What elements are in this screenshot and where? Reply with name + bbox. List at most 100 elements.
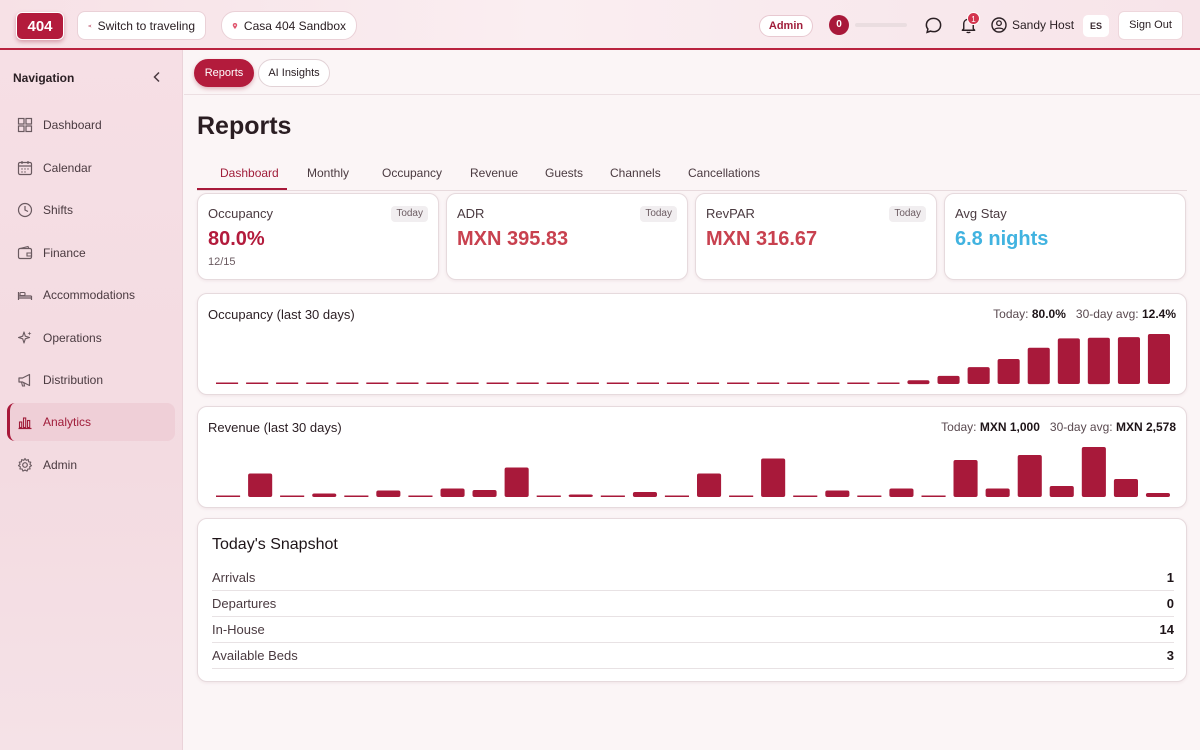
chart-bar[interactable] xyxy=(727,382,750,385)
snapshot-value: 0 xyxy=(1166,596,1174,611)
chart-bar[interactable] xyxy=(576,382,599,385)
chart-bar[interactable] xyxy=(761,458,786,498)
sidebar-item-label: Finance xyxy=(43,246,86,260)
chart-bar[interactable] xyxy=(1147,334,1170,384)
sidebar-item-dashboard[interactable]: Dashboard xyxy=(7,106,175,144)
chart-bar[interactable] xyxy=(1117,337,1140,384)
chart-bar[interactable] xyxy=(344,495,369,498)
chart-bar[interactable] xyxy=(536,495,561,498)
chart-bar[interactable] xyxy=(600,495,625,498)
chart-bar[interactable] xyxy=(889,488,914,498)
chart-bar[interactable] xyxy=(697,473,722,498)
property-selector[interactable]: Casa 404 Sandbox xyxy=(221,11,357,40)
chart-bar[interactable] xyxy=(1057,338,1080,384)
tab-cancellations[interactable]: Cancellations xyxy=(688,166,761,180)
chart-bar[interactable] xyxy=(967,367,990,384)
chart-bar[interactable] xyxy=(666,382,689,385)
chevron-left-icon[interactable] xyxy=(151,71,163,83)
chart-bar[interactable] xyxy=(396,382,419,385)
chart-bar[interactable] xyxy=(664,495,689,498)
chart-bar[interactable] xyxy=(568,494,593,498)
user-icon[interactable] xyxy=(991,17,1007,33)
tab-occupancy[interactable]: Occupancy xyxy=(382,166,443,180)
tab-ai-insights[interactable]: AI Insights xyxy=(258,59,330,87)
chart-bar[interactable] xyxy=(1081,447,1106,497)
sidebar-item-shifts[interactable]: Shifts xyxy=(7,191,175,229)
chart-bar[interactable] xyxy=(546,382,569,385)
chart-bar[interactable] xyxy=(306,382,329,385)
sign-out-button[interactable]: Sign Out xyxy=(1118,11,1183,40)
chart-bar[interactable] xyxy=(440,488,465,498)
kpi-subtext: 12/15 xyxy=(208,256,236,268)
chart-bar[interactable] xyxy=(408,495,433,498)
switch-to-traveling-button[interactable]: Switch to traveling xyxy=(77,11,206,40)
chart-bar[interactable] xyxy=(825,490,850,498)
chart-bar[interactable] xyxy=(1017,455,1042,497)
tab-guests[interactable]: Guests xyxy=(545,166,584,180)
chart-bar[interactable] xyxy=(847,382,870,385)
tab-monthly[interactable]: Monthly xyxy=(307,166,350,180)
user-name[interactable]: Sandy Host xyxy=(1012,18,1075,32)
chart-bar[interactable] xyxy=(248,473,273,498)
chart-bar[interactable] xyxy=(1049,486,1074,497)
sidebar-item-accommodations[interactable]: Accommodations xyxy=(7,276,175,314)
chart-stats: Today: MXN 1,000 30-day avg: MXN 2,578 xyxy=(941,420,1176,434)
sidebar-item-calendar[interactable]: Calendar xyxy=(7,149,175,187)
chart-bar[interactable] xyxy=(729,495,754,498)
language-toggle[interactable]: ES xyxy=(1083,15,1109,37)
chart-bar[interactable] xyxy=(857,495,882,498)
chat-icon[interactable] xyxy=(924,16,943,35)
sidebar-item-label: Admin xyxy=(43,458,78,472)
sidebar-item-operations[interactable]: Operations xyxy=(7,319,175,357)
chart-bar[interactable] xyxy=(312,493,337,498)
chart-bar[interactable] xyxy=(787,382,810,385)
chart-bar[interactable] xyxy=(516,382,539,385)
chart-bar[interactable] xyxy=(472,490,497,497)
chart-bar[interactable] xyxy=(907,380,930,385)
chart-bar[interactable] xyxy=(817,382,840,385)
chart-bar[interactable] xyxy=(376,490,401,498)
chart-bar[interactable] xyxy=(1145,493,1170,497)
app-logo[interactable]: 404 xyxy=(16,12,64,40)
sidebar-item-analytics[interactable]: Analytics xyxy=(7,403,175,441)
chart-bar[interactable] xyxy=(486,382,509,385)
chart-bar[interactable] xyxy=(985,488,1010,498)
sidebar-item-distribution[interactable]: Distribution xyxy=(7,361,175,399)
chart-bar[interactable] xyxy=(953,460,978,497)
chart-bar[interactable] xyxy=(757,382,780,385)
chart-bar[interactable] xyxy=(1087,337,1110,385)
chart-bar[interactable] xyxy=(504,467,529,498)
chart-bar[interactable] xyxy=(336,382,359,385)
chart-bar[interactable] xyxy=(246,382,269,385)
snapshot-value: 14 xyxy=(1159,622,1174,637)
chart-bar[interactable] xyxy=(366,382,389,385)
tab-dashboard[interactable]: Dashboard xyxy=(220,166,279,180)
sidebar-item-admin[interactable]: Admin xyxy=(7,446,175,484)
chart-bar[interactable] xyxy=(1027,347,1050,385)
chart-bar[interactable] xyxy=(456,382,479,385)
chart-bar[interactable] xyxy=(280,495,305,498)
chart-bar[interactable] xyxy=(216,382,239,385)
kpi-card-revpar: RevPAR Today MXN 316.67 xyxy=(695,193,937,280)
chart-bar[interactable] xyxy=(997,359,1020,384)
tab-revenue[interactable]: Revenue xyxy=(470,166,519,180)
chart-bar[interactable] xyxy=(276,382,299,385)
chart-bar[interactable] xyxy=(921,495,946,498)
progress-track[interactable] xyxy=(855,23,907,27)
chart-bar[interactable] xyxy=(793,495,818,498)
chart-bar[interactable] xyxy=(426,382,449,385)
chart-bar[interactable] xyxy=(636,382,659,385)
chart-bar[interactable] xyxy=(937,375,960,384)
chart-bar[interactable] xyxy=(697,382,720,385)
chart-bar[interactable] xyxy=(877,382,900,385)
counter-badge[interactable]: 0 xyxy=(829,15,849,35)
calendar-icon xyxy=(17,161,33,176)
sidebar-item-finance[interactable]: Finance xyxy=(7,234,175,272)
chart-bar[interactable] xyxy=(632,492,657,497)
chart-bar[interactable] xyxy=(1113,479,1138,497)
chart-bar[interactable] xyxy=(216,495,241,498)
tab-channels[interactable]: Channels xyxy=(610,166,661,180)
role-badge[interactable]: Admin xyxy=(759,15,813,37)
chart-bar[interactable] xyxy=(606,382,629,385)
tab-reports[interactable]: Reports xyxy=(194,59,254,87)
